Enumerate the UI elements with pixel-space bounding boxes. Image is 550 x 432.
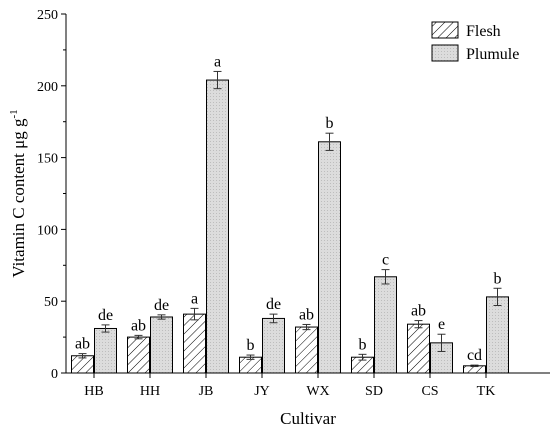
legend: Flesh Plumule	[431, 21, 519, 63]
bar-plumule-hb	[94, 327, 117, 374]
significance-label: de	[98, 307, 113, 324]
x-tick-label: JY	[254, 384, 270, 399]
x-tick-label: HB	[84, 384, 103, 399]
bar-flesh-wx	[295, 326, 318, 374]
significance-label: a	[191, 290, 198, 307]
bar-plumule-wx	[318, 141, 341, 374]
bar-plumule-hh	[150, 316, 173, 374]
bar-plumule-jb	[206, 79, 229, 374]
bar-flesh-hh	[127, 336, 150, 374]
significance-label: b	[494, 270, 502, 287]
significance-label: ab	[299, 306, 314, 323]
bar-plumule-jy	[262, 317, 285, 374]
significance-label: de	[266, 296, 281, 313]
y-tick-label: 150	[37, 152, 58, 167]
x-tick-label: JB	[199, 384, 214, 399]
significance-label: b	[359, 336, 367, 353]
significance-label: b	[247, 337, 255, 354]
x-tick-label: WX	[306, 384, 329, 399]
legend-swatch-plumule	[431, 44, 459, 62]
y-tick-label: 250	[37, 8, 58, 23]
x-ticks: HB HH JB JY WX SD CS TK	[84, 373, 495, 399]
x-tick-label: CS	[421, 384, 438, 399]
y-ticks: 0 50 100 150 200 250	[37, 8, 66, 382]
y-tick-label: 0	[51, 367, 58, 382]
y-tick-label: 50	[44, 295, 58, 310]
y-axis-title-superscript: -1	[8, 109, 20, 118]
x-tick-label: SD	[365, 384, 383, 399]
significance-label: ab	[75, 336, 90, 353]
significance-label: a	[214, 53, 221, 70]
bar-flesh-jb	[183, 313, 206, 374]
x-tick-label: HH	[140, 384, 160, 399]
bar-flesh-cs	[407, 323, 430, 374]
y-axis-title-main: Vitamin C content μg g	[9, 118, 28, 278]
significance-label: ab	[131, 317, 146, 334]
legend-label-plumule: Plumule	[466, 46, 519, 63]
y-axis-title: Vitamin C content μg g-1	[8, 109, 28, 277]
legend-label-flesh: Flesh	[466, 23, 501, 40]
significance-label: e	[438, 316, 445, 333]
x-tick-label: TK	[477, 384, 496, 399]
legend-swatch-flesh	[431, 21, 459, 39]
significance-label: de	[154, 297, 169, 314]
significance-label: cd	[467, 347, 482, 364]
significance-label: ab	[411, 303, 426, 320]
significance-label: b	[326, 115, 334, 132]
x-axis-title: Cultivar	[280, 409, 336, 428]
y-tick-label: 100	[37, 223, 58, 238]
y-tick-label: 200	[37, 80, 58, 95]
bar-plumule-tk	[486, 296, 509, 374]
bar-plumule-sd	[374, 276, 397, 374]
significance-label: c	[382, 252, 389, 269]
